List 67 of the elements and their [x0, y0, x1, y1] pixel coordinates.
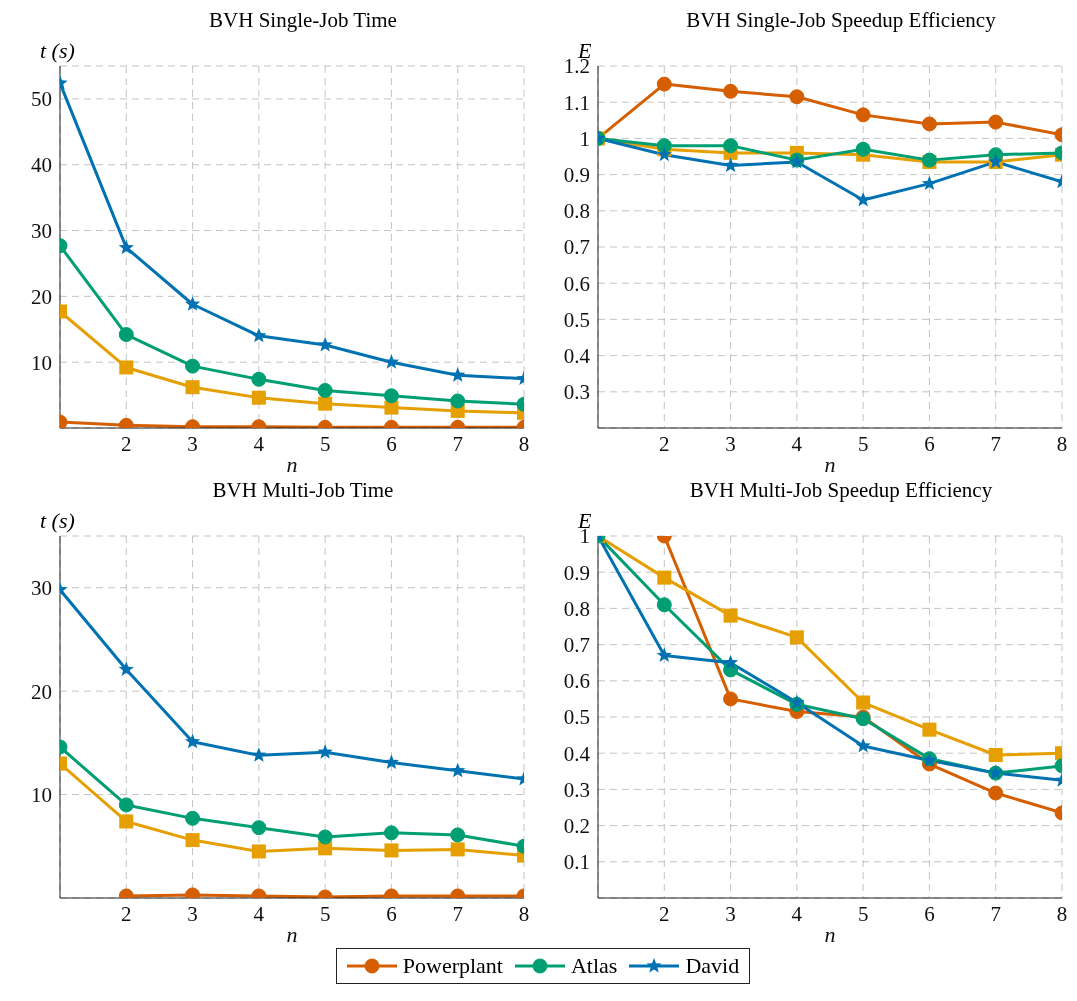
- x-axis-title: n: [286, 922, 298, 947]
- chart-title: BVH Single-Job Speedup Efficiency: [685, 8, 997, 34]
- y-tick-label: 0.7: [563, 633, 590, 658]
- y-tick-label: 1.1: [563, 90, 590, 115]
- y-tick-label: 0.4: [563, 344, 591, 369]
- x-tick-label: 3: [187, 431, 198, 456]
- chart-title: BVH Single-Job Time: [208, 8, 398, 34]
- x-axis-title: n: [824, 922, 836, 947]
- x-tick-label: 2: [659, 431, 670, 456]
- x-tick-label: 6: [924, 901, 935, 926]
- x-tick-label: 3: [725, 901, 736, 926]
- y-axis-title: t (s): [40, 508, 75, 534]
- x-tick-label: 3: [725, 431, 736, 456]
- chart-title: BVH Multi-Job Time: [211, 478, 395, 504]
- x-tick-label: 4: [253, 901, 265, 926]
- y-tick-label: 0.8: [563, 596, 590, 621]
- x-tick-label: 8: [1056, 431, 1068, 456]
- x-tick-label: 8: [518, 431, 530, 456]
- x-tick-label: 6: [924, 431, 935, 456]
- y-tick-label: 30: [31, 576, 52, 601]
- x-axis-title: n: [286, 452, 298, 477]
- y-tick-label: 0.6: [563, 669, 590, 694]
- x-tick-label: 8: [518, 901, 530, 926]
- y-tick-label: 0.8: [563, 199, 590, 224]
- x-tick-label: 7: [990, 431, 1001, 456]
- y-axis-title: t (s): [40, 38, 75, 64]
- x-tick-label: 5: [857, 901, 869, 926]
- x-tick-label: 5: [857, 431, 869, 456]
- y-tick-label: 1: [579, 126, 590, 151]
- y-tick-label: 0.9: [563, 560, 590, 585]
- x-tick-label: 8: [1056, 901, 1068, 926]
- x-tick-label: 7: [452, 901, 463, 926]
- y-tick-label: 0.6: [563, 271, 590, 296]
- x-axis-title: n: [824, 452, 836, 477]
- x-tick-label: 2: [121, 901, 132, 926]
- chart-title: BVH Multi-Job Speedup Efficiency: [688, 478, 994, 504]
- x-tick-label: 6: [386, 431, 397, 456]
- x-tick-label: 6: [386, 901, 397, 926]
- legend-label: David: [685, 953, 740, 979]
- y-tick-label: 10: [31, 783, 52, 808]
- y-tick-label: 0.3: [563, 777, 590, 802]
- x-tick-label: 7: [990, 901, 1001, 926]
- x-tick-label: 4: [253, 431, 265, 456]
- y-tick-label: 0.4: [563, 741, 591, 766]
- y-tick-label: 20: [31, 284, 52, 309]
- y-tick-label: 40: [31, 153, 52, 178]
- x-tick-label: 4: [791, 901, 803, 926]
- y-tick-label: 0.1: [563, 850, 590, 875]
- y-tick-label: 0.2: [563, 814, 590, 839]
- x-tick-label: 2: [121, 431, 132, 456]
- y-tick-label: 0.3: [563, 380, 590, 405]
- x-tick-label: 2: [659, 901, 670, 926]
- y-tick-label: 10: [31, 350, 52, 375]
- y-tick-label: 20: [31, 679, 52, 704]
- legend-label: Powerplant: [402, 953, 503, 979]
- y-tick-label: 0.9: [563, 163, 590, 188]
- x-tick-label: 4: [791, 431, 803, 456]
- y-tick-label: 0.5: [563, 307, 590, 332]
- x-tick-label: 5: [319, 431, 331, 456]
- x-tick-label: 5: [319, 901, 331, 926]
- y-tick-label: 0.5: [563, 705, 590, 730]
- legend-label: Atlas: [570, 953, 618, 979]
- y-tick-label: 30: [31, 219, 52, 243]
- x-tick-label: 3: [187, 901, 198, 926]
- x-tick-label: 7: [452, 431, 463, 456]
- y-tick-label: 0.7: [563, 235, 590, 260]
- y-tick-label: 50: [31, 87, 52, 112]
